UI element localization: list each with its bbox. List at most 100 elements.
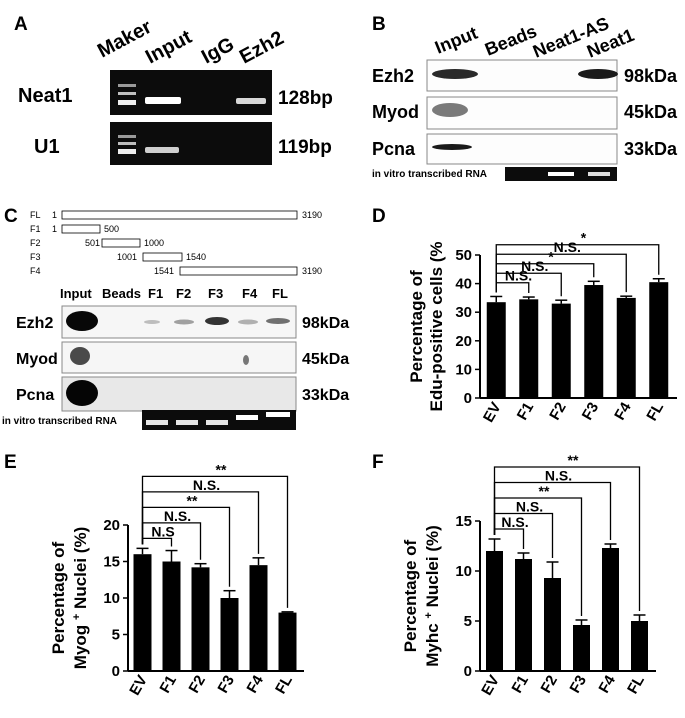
- bar-f4: [249, 565, 268, 671]
- significance-label: N.S.: [554, 239, 581, 255]
- significance-bracket: [141, 475, 289, 608]
- bar-f4: [616, 297, 636, 398]
- bar-f1: [162, 561, 181, 671]
- fragment-f4-end: 3190: [302, 266, 322, 276]
- panel-b-row-myod: Myod: [372, 102, 419, 122]
- panel-c-row-pcna: Pcna: [16, 387, 54, 404]
- bar-f4: [602, 548, 619, 671]
- panel-b-size-33: 33kDa: [624, 139, 678, 159]
- significance-bracket: [495, 282, 530, 294]
- panel-c-row-ezh2: Ezh2: [16, 315, 53, 332]
- bar-f2: [544, 578, 561, 671]
- bar-ev: [486, 302, 506, 398]
- y-tick-label: 15: [455, 513, 472, 530]
- bar-f3: [573, 625, 590, 671]
- significance-label: N.S.: [501, 514, 528, 530]
- panel-b-lane-input: Input: [432, 23, 480, 58]
- x-tick-label: F2: [546, 400, 569, 424]
- fragment-fl-start: 1: [52, 210, 57, 220]
- significance-label: N.S.: [521, 258, 548, 274]
- panel-a: A Maker Input IgG Ezh2 Neat1 128bp U1 11…: [14, 14, 333, 165]
- y-axis-label: Percentage of: [401, 539, 420, 652]
- panel-c-lane-beads: Beads: [102, 286, 141, 301]
- panel-a-letter: A: [14, 14, 28, 35]
- x-tick-label: FL: [643, 400, 667, 424]
- fragment-f3-name: F3: [30, 252, 41, 262]
- fragment-fl-bar: [61, 210, 298, 220]
- y-axis-label: Percentage of: [49, 541, 68, 654]
- fragment-f2-name: F2: [30, 238, 41, 248]
- panel-b: B Input Beads Neat1-AS Neat1 Ezh2 98kDa …: [372, 13, 678, 181]
- y-tick-label: 40: [455, 276, 472, 293]
- y-tick-label: 10: [455, 563, 472, 580]
- x-tick-label: EV: [478, 673, 503, 699]
- significance-bracket: [493, 466, 641, 611]
- x-tick-label: F1: [156, 673, 179, 697]
- significance-label: N.S: [151, 523, 174, 539]
- y-tick-label: 5: [464, 613, 472, 630]
- panel-d-letter: D: [372, 206, 386, 227]
- fragment-f3-end: 1540: [186, 252, 206, 262]
- bar-f3: [220, 598, 239, 671]
- fragment-fl-end: 3190: [302, 210, 322, 220]
- panel-c-lane-f2: F2: [176, 286, 191, 301]
- y-axis-label-line2: Edu-positive cells (%: [427, 241, 446, 411]
- y-tick-label: 10: [455, 361, 472, 378]
- panel-b-row-ezh2: Ezh2: [372, 66, 414, 86]
- significance-label: N.S.: [193, 477, 220, 493]
- y-axis-label: Percentage of: [407, 270, 426, 383]
- panel-a-size-119: 119bp: [278, 137, 332, 158]
- panel-a-gel-neat1: [110, 70, 272, 115]
- panel-e-letter: E: [4, 452, 17, 473]
- significance-label: *: [548, 249, 554, 265]
- y-tick-label: 10: [103, 590, 120, 607]
- panel-f-letter: F: [372, 452, 384, 473]
- panel-c-lane-f3: F3: [208, 286, 223, 301]
- x-tick-label: F3: [566, 673, 589, 697]
- panel-b-lane-beads: Beads: [482, 21, 540, 60]
- fragment-f4-bar: [179, 266, 298, 276]
- bar-f2: [551, 303, 571, 398]
- fragment-f4-name: F4: [30, 266, 41, 276]
- panel-b-size-45: 45kDa: [624, 102, 678, 122]
- panel-c-blot-myod: [61, 341, 297, 374]
- y-tick-label: 5: [112, 627, 120, 644]
- panel-c-letter: C: [4, 206, 18, 227]
- x-tick-label: F2: [185, 673, 208, 697]
- x-tick-label: F3: [214, 673, 237, 697]
- x-tick-label: FL: [272, 673, 296, 697]
- x-tick-label: FL: [624, 673, 648, 697]
- fragment-f1-name: F1: [30, 224, 41, 234]
- x-tick-label: F4: [243, 672, 267, 696]
- bar-f2: [191, 567, 210, 671]
- panel-c-size-33: 33kDa: [302, 387, 349, 404]
- panel-c-row-myod: Myod: [16, 351, 58, 368]
- x-tick-label: EV: [480, 400, 505, 426]
- y-tick-label: 15: [103, 554, 120, 571]
- panel-b-row-pcna: Pcna: [372, 139, 416, 159]
- panel-c-lane-fl: FL: [272, 286, 288, 301]
- y-tick-label: 20: [103, 517, 120, 534]
- bar-f3: [584, 285, 604, 398]
- fragment-f2-start: 501: [85, 238, 100, 248]
- y-tick-label: 20: [455, 333, 472, 350]
- panel-a-lane-igg: IgG: [198, 33, 238, 68]
- significance-label: **: [539, 483, 550, 499]
- y-tick-label: 0: [112, 663, 120, 680]
- panel-a-row-neat1: Neat1: [18, 85, 72, 107]
- panel-c: C FL 1 3190 F1 1 500 F2 501 1000 F3 1001…: [2, 206, 349, 430]
- panel-c-lane-input: Input: [60, 286, 92, 301]
- bar-fl: [278, 612, 297, 671]
- panel-c-size-45: 45kDa: [302, 351, 349, 368]
- panel-c-blot-pcna: [61, 376, 297, 412]
- fragment-map: FL 1 3190 F1 1 500 F2 501 1000 F3 1001 1…: [30, 210, 322, 276]
- y-axis-label-line2: Myog + Nuclei (%): [71, 527, 90, 669]
- bar-f1: [519, 299, 539, 398]
- significance-label: N.S.: [505, 268, 532, 284]
- x-tick-label: F4: [611, 399, 635, 423]
- x-tick-label: F1: [508, 673, 531, 697]
